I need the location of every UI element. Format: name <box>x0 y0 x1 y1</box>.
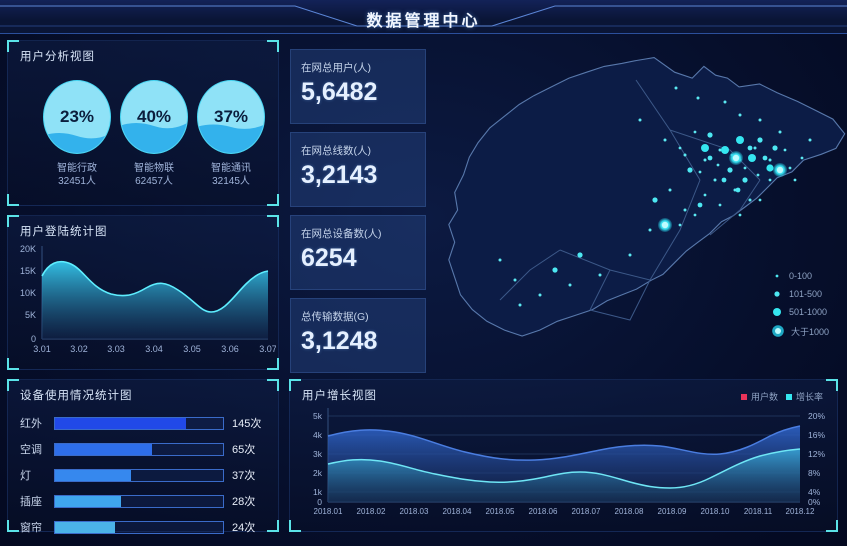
svg-text:2018.08: 2018.08 <box>615 507 644 516</box>
svg-text:2018.12: 2018.12 <box>786 507 815 516</box>
svg-text:20K: 20K <box>20 244 36 254</box>
svg-text:3.03: 3.03 <box>107 344 125 354</box>
svg-text:2018.11: 2018.11 <box>744 507 773 516</box>
svg-text:10K: 10K <box>20 288 36 298</box>
svg-text:2018.10: 2018.10 <box>701 507 730 516</box>
svg-text:2018.01: 2018.01 <box>314 507 343 516</box>
svg-text:5k: 5k <box>313 411 323 421</box>
svg-text:3.06: 3.06 <box>221 344 239 354</box>
svg-text:5K: 5K <box>25 310 36 320</box>
svg-text:3.07: 3.07 <box>259 344 276 354</box>
svg-text:2018.06: 2018.06 <box>529 507 558 516</box>
svg-text:2018.03: 2018.03 <box>400 507 429 516</box>
svg-text:2018.02: 2018.02 <box>357 507 386 516</box>
svg-text:3.04: 3.04 <box>145 344 163 354</box>
svg-text:4%: 4% <box>808 487 821 497</box>
svg-text:2018.04: 2018.04 <box>443 507 472 516</box>
svg-text:0: 0 <box>31 334 36 344</box>
svg-text:2018.07: 2018.07 <box>572 507 601 516</box>
svg-text:15K: 15K <box>20 266 36 276</box>
svg-text:1k: 1k <box>313 487 323 497</box>
svg-text:0: 0 <box>317 497 322 507</box>
svg-text:4k: 4k <box>313 430 323 440</box>
svg-text:20%: 20% <box>808 411 825 421</box>
svg-text:3.02: 3.02 <box>70 344 88 354</box>
svg-text:2018.09: 2018.09 <box>658 507 687 516</box>
svg-text:0%: 0% <box>808 497 821 507</box>
svg-text:8%: 8% <box>808 468 821 478</box>
svg-text:2k: 2k <box>313 468 323 478</box>
svg-text:12%: 12% <box>808 449 825 459</box>
svg-text:3.01: 3.01 <box>33 344 51 354</box>
svg-text:3.05: 3.05 <box>183 344 201 354</box>
svg-text:2018.05: 2018.05 <box>486 507 515 516</box>
svg-text:16%: 16% <box>808 430 825 440</box>
svg-text:3k: 3k <box>313 449 323 459</box>
